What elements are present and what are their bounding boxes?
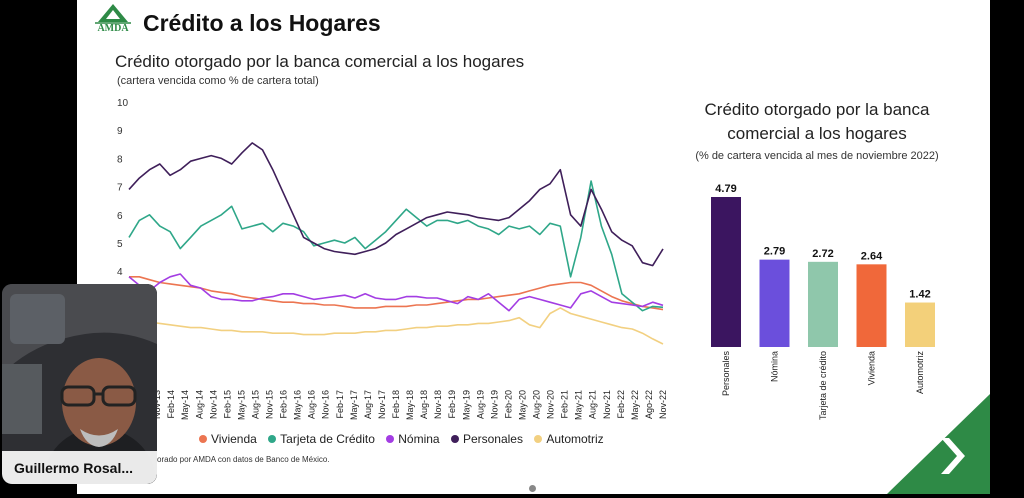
line-chart-legend: Vivienda Tarjeta de Crédito Nómina Perso…: [199, 432, 612, 446]
line-chart-subtitle: (cartera vencida como % de cartera total…: [117, 75, 319, 87]
bar-chart-subtitle: (% de cartera vencida al mes de noviembr…: [695, 150, 939, 162]
x-tick-label: Nov-21: [602, 390, 612, 419]
arrow-decoration-icon: [887, 394, 990, 494]
y-tick-label: 5: [117, 239, 123, 250]
x-tick-label: Feb-18: [391, 390, 401, 419]
participant-name-tag: Guillermo Rosal...: [2, 451, 157, 484]
legend-item-tarjeta: Tarjeta de Crédito: [268, 432, 375, 446]
line-chart: 10987654Aug-13Nov-13Feb-14May-14Aug-14No…: [117, 98, 668, 420]
x-tick-label: Nov-18: [433, 390, 443, 419]
x-tick-label: May-16: [293, 390, 303, 420]
x-tick-label: May-15: [236, 390, 246, 420]
bar-chart: 4.79 Personales 2.79 Nómina 2.72 Tarjeta de c…: [711, 183, 935, 420]
y-tick-label: 4: [117, 267, 123, 278]
x-tick-label: May-21: [574, 390, 584, 420]
x-tick-label: Nov-22: [658, 390, 668, 419]
legend-marker-nomina: [386, 435, 395, 443]
bar-automotriz: [905, 302, 935, 347]
legend-item-vivienda: Vivienda: [199, 432, 257, 446]
y-tick-label: 7: [117, 183, 123, 194]
x-tick-label: Nov-19: [489, 390, 499, 419]
x-tick-label: Feb-14: [166, 390, 176, 419]
bar-category-label: Nómina: [770, 351, 780, 382]
bar-nomina: [759, 259, 790, 347]
legend-marker-automotriz: [534, 435, 543, 443]
x-tick-label: Aug-16: [307, 390, 317, 419]
x-tick-label: Feb-19: [447, 390, 457, 419]
x-tick-label: Feb-22: [616, 390, 626, 419]
logo-text: AMDA: [97, 23, 129, 34]
bar-personales: [711, 197, 741, 347]
bar-value-label: 2.72: [812, 248, 833, 260]
slide: AMDA Crédito a los Hogares Crédito otorg…: [77, 0, 990, 494]
x-tick-label: May-17: [349, 390, 359, 420]
legend-marker-tarjeta: [268, 435, 277, 443]
x-tick-label: Nov-17: [377, 390, 387, 419]
legend-marker-personales: [450, 435, 459, 443]
x-tick-label: Aug-18: [419, 390, 429, 419]
bar-value-label: 4.79: [715, 183, 736, 195]
legend-marker-vivienda: [199, 435, 207, 443]
legend-label-personales: Personales: [462, 432, 523, 446]
x-tick-label: May-22: [630, 390, 640, 420]
bar-category-label: Personales: [721, 351, 731, 397]
series-line-tarjeta-de-credito: [128, 180, 664, 312]
x-tick-label: Aug-20: [532, 390, 542, 419]
series-line-vivienda: [129, 275, 664, 311]
legend-label-nomina: Nómina: [398, 432, 440, 446]
source-note: orado por AMDA con datos de Banco de Méx…: [157, 455, 330, 464]
bar-vivienda: [856, 264, 887, 347]
bar-value-label: 2.79: [764, 246, 785, 258]
bar-category-label: Automotriz: [915, 351, 925, 395]
x-tick-label: Feb-21: [560, 390, 570, 419]
y-tick-label: 6: [117, 211, 123, 222]
y-tick-label: 9: [117, 126, 123, 137]
x-tick-label: Ago-22: [644, 390, 654, 419]
x-tick-label: Nov-20: [546, 390, 556, 419]
x-tick-label: Aug-21: [588, 390, 598, 419]
x-tick-label: Feb-17: [335, 390, 345, 419]
legend-label-automotriz: Automotriz: [546, 432, 604, 446]
x-tick-label: May-14: [180, 390, 190, 420]
x-tick-label: Feb-20: [503, 390, 513, 419]
legend-label-vivienda: Vivienda: [211, 432, 257, 446]
bar-value-label: 1.42: [909, 289, 930, 301]
series-line-nomina: [128, 273, 664, 312]
x-tick-label: Aug-19: [475, 390, 485, 419]
bar-chart-title: Crédito otorgado por la banca comercial …: [704, 100, 930, 143]
slide-title: Crédito a los Hogares: [143, 10, 381, 36]
participant-name: Guillermo Rosal...: [14, 460, 134, 476]
legend-label-tarjeta: Tarjeta de Crédito: [280, 432, 375, 446]
x-tick-label: Nov-15: [265, 390, 275, 419]
bar-category-label: Vivienda: [867, 351, 877, 385]
series-line-personales: [128, 142, 664, 267]
bar-value-label: 2.64: [861, 250, 883, 262]
y-tick-label: 8: [117, 154, 123, 165]
x-tick-label: Nov-16: [321, 390, 331, 419]
legend-item-nomina: Nómina: [386, 432, 440, 446]
x-tick-label: Feb-16: [279, 390, 289, 419]
legend-item-personales: Personales: [450, 432, 523, 446]
bar-category-label: Tarjeta de crédito: [818, 351, 828, 420]
x-tick-label: May-19: [461, 390, 471, 420]
x-tick-label: May-18: [405, 390, 415, 420]
amda-logo-icon: [95, 4, 131, 24]
x-tick-label: Aug-15: [250, 390, 260, 419]
webcam-tile[interactable]: Guillermo Rosal...: [2, 284, 157, 484]
x-tick-label: May-20: [517, 390, 527, 420]
bar-tarjeta-de-credito: [808, 261, 838, 347]
series-line-automotriz: [128, 307, 664, 345]
x-tick-label: Feb-15: [222, 390, 232, 419]
legend-item-automotriz: Automotriz: [534, 432, 604, 446]
x-tick-label: Aug-17: [363, 390, 373, 419]
page-indicator-dot[interactable]: [529, 485, 536, 492]
x-tick-label: Aug-14: [194, 390, 204, 419]
x-tick-label: Nov-14: [208, 390, 218, 419]
x-tick-label: Nov-13: [152, 390, 162, 419]
y-tick-label: 10: [117, 98, 129, 109]
line-chart-title: Crédito otorgado por la banca comercial …: [115, 52, 525, 71]
